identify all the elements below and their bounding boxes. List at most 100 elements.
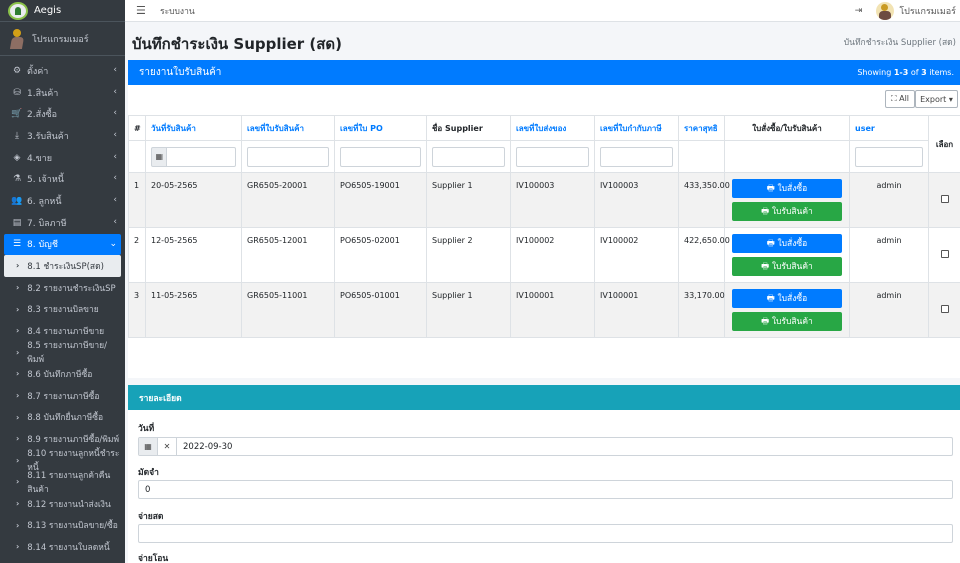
report-title: รายงานใบรับสินค้า xyxy=(139,67,222,78)
row-select-checkbox[interactable] xyxy=(940,305,949,313)
export-button[interactable]: Export ▾ xyxy=(915,90,958,108)
sidebar-item-label: 2.สั่งซื้อ xyxy=(27,110,57,121)
gr-filter-input[interactable] xyxy=(247,146,329,167)
sidebar-item-sales[interactable]: ◈ 4.ขาย ‹ xyxy=(4,147,121,169)
chevron-right-icon: › xyxy=(16,391,20,401)
deposit-input[interactable]: 0 xyxy=(138,480,953,499)
chevron-left-icon: ‹ xyxy=(113,195,117,206)
sidebar-item-accounting[interactable]: ☰ 8. บัญชี ⌄ xyxy=(4,233,121,256)
print-po-button[interactable]: 🖶 ใบสั่งซื้อ xyxy=(732,179,842,198)
menu-toggle-icon[interactable]: ☰ xyxy=(136,4,146,17)
col-header-docs: ใบสั่งซื้อ/ใบรับสินค้า xyxy=(724,115,850,141)
row-gr: GR6505-12001 xyxy=(241,227,335,283)
row-supplier: Supplier 1 xyxy=(426,282,511,338)
print-gr-button[interactable]: 🖶 ใบรับสินค้า xyxy=(732,257,842,276)
row-supplier: Supplier 2 xyxy=(426,227,511,283)
download-icon: ⤓ xyxy=(15,130,19,141)
print-gr-button[interactable]: 🖶 ใบรับสินค้า xyxy=(732,312,842,331)
calendar-icon[interactable]: ▦ xyxy=(139,438,158,455)
sidebar-subitem-8-14[interactable]: › 8.14 รายงานใบลดหนี้ xyxy=(4,536,121,558)
col-header-po[interactable]: เลขที่ใบ PO xyxy=(334,115,427,141)
breadcrumb[interactable]: บันทึกชำระเงิน Supplier (สด) xyxy=(843,38,956,48)
sidebar-subitem-8-9[interactable]: › 8.9 รายงานภาษีซื้อ/พิมพ์ xyxy=(4,428,121,450)
col-header-num: # xyxy=(128,115,146,141)
po-filter-input[interactable] xyxy=(340,146,421,167)
supplier-filter-input[interactable] xyxy=(432,146,505,167)
sidebar-item-creditors[interactable]: ⚗ 5. เจ้าหนี้ ‹ xyxy=(4,168,121,190)
brand-link[interactable]: Aegis xyxy=(0,0,125,22)
top-user-name[interactable]: โปรแกรมเมอร์ xyxy=(899,7,956,17)
sidebar-subitem-label: 8.4 รายงานภาษีขาย xyxy=(27,326,105,337)
sidebar-subitem-8-12[interactable]: › 8.12 รายงานนำส่งเงิน xyxy=(4,493,121,515)
col-header-iv[interactable]: เลขที่ใบส่งของ xyxy=(510,115,595,141)
chevron-right-icon: › xyxy=(16,261,20,271)
page-title: บันทึกชำระเงิน Supplier (สด) xyxy=(132,35,343,53)
sidebar-item-products[interactable]: ⛁ 1.สินค้า ‹ xyxy=(4,82,121,104)
sidebar-subitem-8-4[interactable]: › 8.4 รายงานภาษีขาย xyxy=(4,320,121,342)
sidebar-subitem-label: 8.5 รายงานภาษีขาย/พิมพ์ xyxy=(27,341,107,366)
sidebar-subitem-8-11[interactable]: › 8.11 รายงานลูกค้าคืนสินค้า xyxy=(4,470,121,495)
sidebar-subitem-8-7[interactable]: › 8.7 รายงานภาษีซื้อ xyxy=(4,385,121,407)
table-row: 3 11-05-2565 GR6505-11001 PO6505-01001 S… xyxy=(128,282,960,338)
user-name: โปรแกรมเมอร์ xyxy=(32,34,89,45)
date-filter-input[interactable] xyxy=(167,146,236,167)
col-header-user[interactable]: user xyxy=(849,115,929,141)
cart-icon: 🛒 xyxy=(11,109,23,120)
chevron-right-icon: › xyxy=(16,369,20,379)
col-header-gr[interactable]: เลขที่ใบรับสินค้า xyxy=(241,115,335,141)
print-gr-button[interactable]: 🖶 ใบรับสินค้า xyxy=(732,202,842,221)
user-filter-input[interactable] xyxy=(855,146,923,167)
tax-filter-input[interactable] xyxy=(600,146,673,167)
sidebar-subitem-label: 8.6 บันทึกภาษีซื้อ xyxy=(27,369,93,380)
chevron-left-icon: ‹ xyxy=(113,216,117,227)
sidebar-subitem-8-5[interactable]: › 8.5 รายงานภาษีขาย/พิมพ์ xyxy=(4,341,121,365)
col-header-date[interactable]: วันที่รับสินค้า xyxy=(145,115,242,141)
sidebar-subitem-8-3[interactable]: › 8.3 รายงานบิลขาย xyxy=(4,298,121,320)
cash-input[interactable] xyxy=(138,524,953,543)
sidebar-subitem-label: 8.11 รายงานลูกค้าคืนสินค้า xyxy=(27,470,111,495)
row-select-checkbox[interactable] xyxy=(940,250,949,258)
print-po-button[interactable]: 🖶 ใบสั่งซื้อ xyxy=(732,234,842,253)
deposit-label: มัดจำ xyxy=(138,468,159,478)
row-select-checkbox[interactable] xyxy=(940,195,949,203)
sidebar-item-tax-invoice[interactable]: ▤ 7. บิลภาษี ‹ xyxy=(4,212,121,234)
sidebar-item-settings[interactable]: ⚙ ตั้งค่า ‹ xyxy=(4,60,121,82)
row-user: admin xyxy=(849,172,929,228)
col-header-tax[interactable]: เลขที่ใบกำกับภาษี xyxy=(594,115,679,141)
col-header-net[interactable]: ราคาสุทธิ xyxy=(678,115,725,141)
top-user-avatar-icon[interactable] xyxy=(876,2,895,20)
chevron-left-icon: ‹ xyxy=(113,86,117,97)
sidebar-item-purchase[interactable]: 🛒 2.สั่งซื้อ ‹ xyxy=(4,103,121,125)
sidebar-subitem-8-2[interactable]: › 8.2 รายงานชำระเงินSP xyxy=(4,277,121,299)
sidebar-subitem-8-8[interactable]: › 8.8 บันทึกยื่นภาษีซื้อ xyxy=(4,406,121,428)
chevron-right-icon: › xyxy=(16,477,20,487)
calendar-icon[interactable]: ▦ xyxy=(151,146,168,167)
row-po: PO6505-19001 xyxy=(334,172,427,228)
print-po-button[interactable]: 🖶 ใบสั่งซื้อ xyxy=(732,289,842,308)
chevron-right-icon: › xyxy=(16,304,20,314)
chevron-right-icon: › xyxy=(16,347,20,357)
sidebar-item-debtors[interactable]: 👥 6. ลูกหนี้ ‹ xyxy=(4,190,121,212)
boxes-icon: ⛁ xyxy=(13,87,21,98)
clear-date-icon[interactable]: ✕ xyxy=(158,438,177,455)
sign-out-icon[interactable]: ⇥ xyxy=(854,6,863,16)
show-all-button[interactable]: ⛶ All xyxy=(885,90,915,108)
sidebar-subitem-label: 8.2 รายงานชำระเงินSP xyxy=(27,283,116,294)
table-row: 2 12-05-2565 GR6505-12001 PO6505-02001 S… xyxy=(128,227,960,283)
date-input[interactable]: 2022-09-30 xyxy=(183,441,233,452)
system-menu-link[interactable]: ระบบงาน xyxy=(160,6,195,17)
sidebar-subitem-8-13[interactable]: › 8.13 รายงานบิลขาย/ซื้อ xyxy=(4,514,121,536)
sidebar-subitem-8-6[interactable]: › 8.6 บันทึกภาษีซื้อ xyxy=(4,363,121,385)
sidebar-item-receive[interactable]: ⤓ 3.รับสินค้า ‹ xyxy=(4,125,121,147)
date-picker: ▦ ✕ 2022-09-30 xyxy=(138,437,953,456)
row-date: 20-05-2565 xyxy=(145,172,242,228)
sidebar-subitem-8-10[interactable]: › 8.10 รายงานลูกหนี้ชำระหนี้ xyxy=(4,449,121,473)
row-supplier: Supplier 1 xyxy=(426,172,511,228)
row-num: 1 xyxy=(128,172,146,228)
chevron-right-icon: › xyxy=(16,412,20,422)
sidebar-item-label: 6. ลูกหนี้ xyxy=(27,196,62,207)
chevron-right-icon: › xyxy=(16,283,20,293)
user-panel[interactable]: โปรแกรมเมอร์ xyxy=(0,22,125,56)
sidebar-subitem-8-1[interactable]: › 8.1 ชำระเงินSP(สด) xyxy=(4,255,121,277)
iv-filter-input[interactable] xyxy=(516,146,589,167)
